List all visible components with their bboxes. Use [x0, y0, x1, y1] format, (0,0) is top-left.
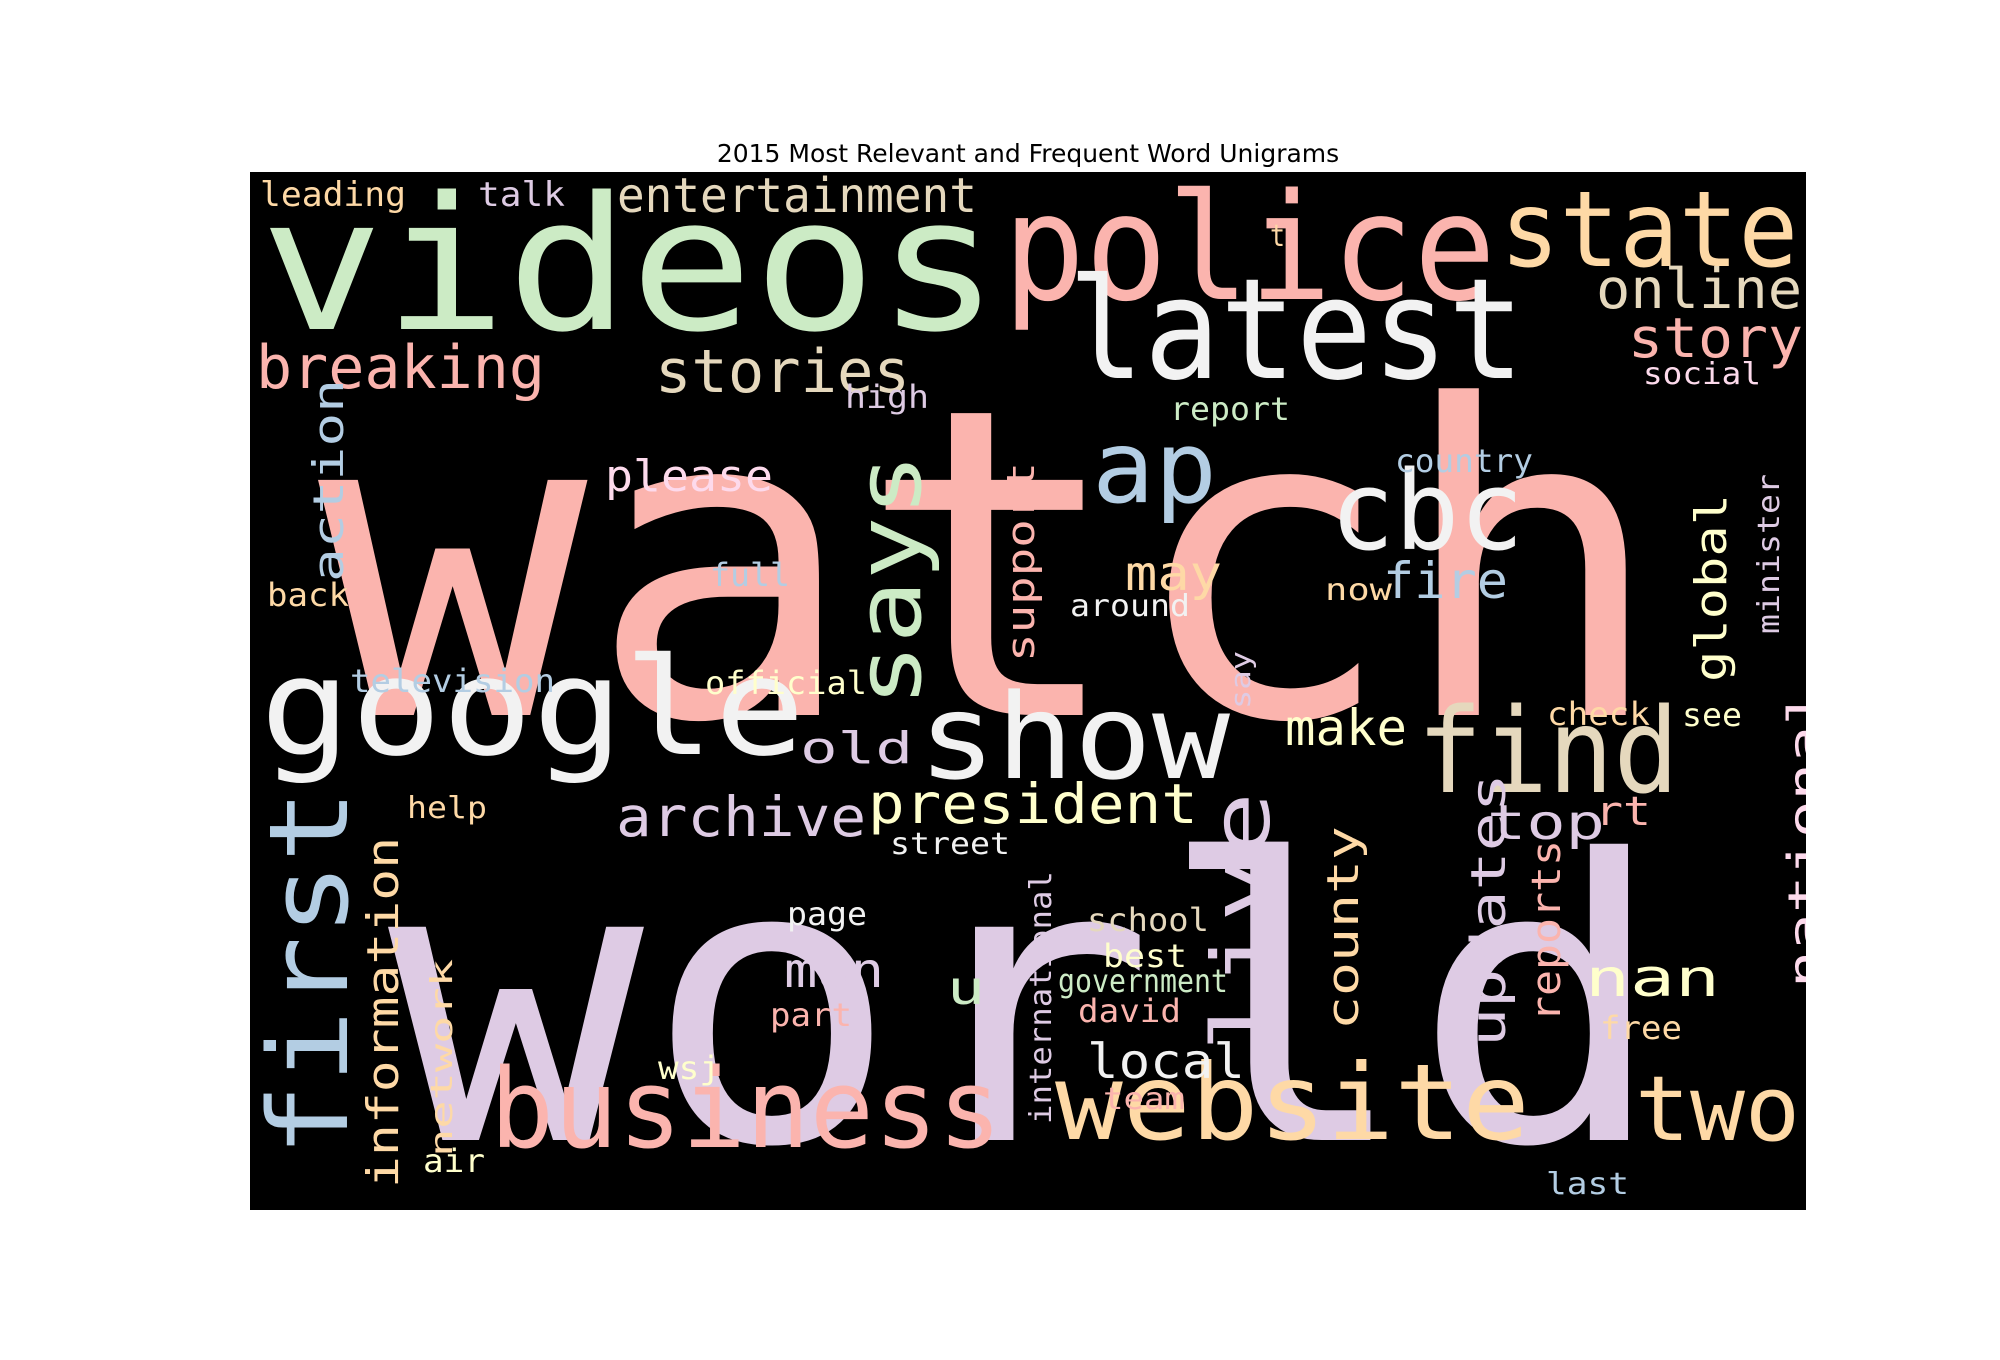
word-page: page [787, 895, 867, 933]
word-social: social [1643, 357, 1762, 392]
word-ap: ap [1092, 409, 1217, 526]
word-free: free [1600, 1009, 1682, 1047]
word-stories: stories [655, 337, 910, 407]
word-story: story [1628, 306, 1804, 370]
word-t: t [1270, 219, 1285, 254]
word-leading: leading [260, 175, 407, 215]
word-make: make [1285, 699, 1407, 757]
word-latest: latest [1068, 249, 1525, 412]
word-wsj: wsj [658, 1049, 721, 1087]
word-cloud: watch world videos police state latest google s… [250, 172, 1806, 1210]
word-find: find [1417, 682, 1680, 820]
word-television: television [350, 662, 555, 700]
word-information: information [358, 836, 409, 1188]
word-check: check [1547, 695, 1650, 733]
word-nan: nan [1585, 949, 1720, 1009]
word-top: top [1487, 795, 1606, 851]
word-man: man [784, 943, 884, 999]
word-president: president [868, 772, 1198, 836]
word-google: google [260, 629, 806, 786]
word-breaking: breaking [256, 333, 545, 403]
word-show: show [918, 668, 1231, 806]
word-network: network [425, 958, 460, 1157]
word-entertainment: entertainment [617, 172, 977, 224]
word-help: help [407, 791, 487, 826]
word-may: may [1125, 546, 1223, 602]
word-old: old [800, 723, 914, 774]
word-school: school [1087, 901, 1209, 939]
word-last: last [1546, 1167, 1630, 1202]
word-two: two [1635, 1057, 1801, 1162]
word-please: please [605, 451, 774, 502]
word-business: business [490, 1045, 1002, 1173]
word-fire: fire [1383, 552, 1508, 610]
word-support: support [999, 461, 1043, 662]
word-part: part [770, 996, 852, 1034]
word-action: action [304, 379, 353, 582]
word-full: full [710, 556, 790, 594]
word-world: world [388, 778, 1668, 1210]
word-local: local [1087, 1034, 1245, 1090]
word-minister: minister [1752, 474, 1787, 634]
word-national: national [1778, 688, 1806, 988]
word-street: street [890, 827, 1010, 862]
word-videos: videos [260, 172, 1000, 373]
word-global: global [1686, 493, 1737, 682]
word-say: say [1224, 650, 1257, 709]
word-government: government [1058, 962, 1228, 1000]
word-first: first [250, 789, 373, 1157]
word-team: team [1103, 1082, 1186, 1117]
word-air: air [423, 1142, 486, 1180]
word-best: best [1103, 937, 1187, 975]
word-talk: talk [478, 175, 565, 215]
word-u: u [947, 961, 986, 1015]
word-international: international [1024, 871, 1059, 1124]
word-live: live [1195, 791, 1288, 1052]
word-website: website [1055, 1042, 1530, 1164]
word-reports: reports [1524, 839, 1570, 1022]
word-county: county [1318, 826, 1369, 1030]
word-online: online [1596, 257, 1803, 321]
word-now: now [1325, 573, 1392, 608]
word-archive: archive [616, 785, 867, 849]
word-high: high [845, 378, 929, 416]
word-see: see [1682, 696, 1742, 734]
word-report: report [1170, 390, 1290, 428]
word-country: country [1395, 442, 1533, 480]
word-back: back [267, 576, 349, 614]
word-state: state [1500, 172, 1799, 291]
word-around: around [1070, 589, 1190, 624]
word-police: police [1003, 172, 1496, 334]
word-david: david [1078, 992, 1181, 1030]
word-rt: rt [1595, 789, 1652, 835]
figure-title: 2015 Most Relevant and Frequent Word Uni… [716, 139, 1340, 168]
word-watch: watch [318, 317, 1666, 817]
word-official: official [705, 664, 867, 702]
word-cbc: cbc [1330, 447, 1524, 575]
